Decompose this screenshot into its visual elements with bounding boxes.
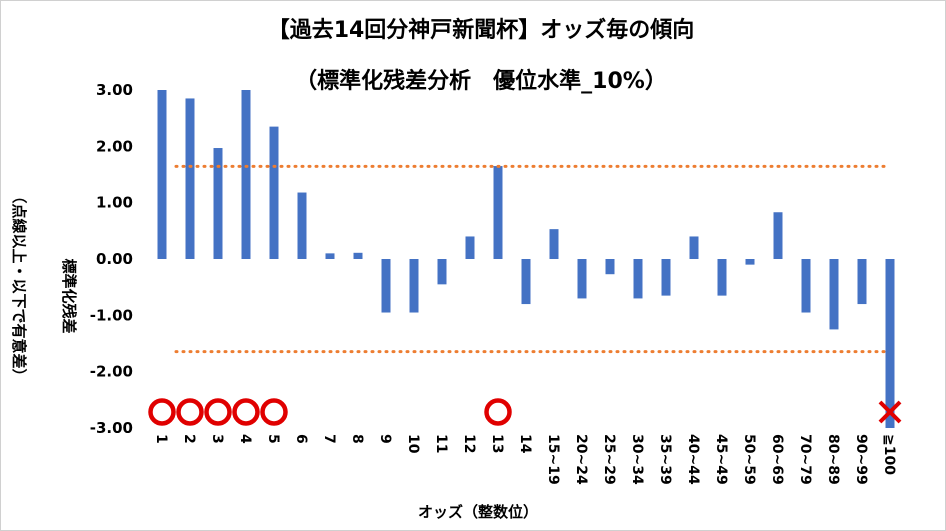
x-tick-label: 7 (321, 434, 337, 444)
x-tick-label: 35~39 (657, 434, 673, 485)
x-tick-label: 30~34 (629, 434, 645, 485)
circle-mark (148, 398, 176, 426)
y-tick-label: -1.00 (90, 306, 133, 324)
x-tick-label: 15~19 (545, 434, 561, 485)
bar (829, 259, 839, 330)
significance-marks (148, 398, 902, 426)
x-tick-label: 80~89 (825, 434, 841, 485)
x-tick-label: 9 (377, 434, 393, 444)
x-tick-label: 20~24 (573, 434, 589, 485)
bar (437, 259, 447, 285)
x-tick-label: 45~49 (713, 434, 729, 485)
x-tick-label: 6 (293, 434, 309, 444)
y-tick-label: 2.00 (96, 137, 133, 155)
bar (577, 259, 587, 299)
x-axis: 1 2 3 4 5 6 7 8 9 10 11 12 13 14 15~19 20~24 25~29 30~34 3… (153, 434, 897, 485)
x-tick-label: 70~79 (797, 434, 813, 485)
bar (241, 90, 251, 259)
bar (549, 229, 559, 259)
y-tick-label: 3.00 (96, 81, 133, 99)
bar (157, 90, 167, 259)
threshold-lines (174, 164, 890, 354)
cross-mark (878, 400, 902, 424)
bar (521, 259, 531, 305)
x-tick-label: 10 (405, 434, 421, 454)
chart-subtitle: （標準化残差分析 優位水準_10%） (295, 68, 667, 94)
x-tick-label: 40~44 (685, 434, 701, 485)
x-tick-label: 90~99 (853, 434, 869, 485)
bar (269, 126, 279, 259)
bar (185, 98, 195, 259)
x-tick-label: 8 (349, 434, 365, 444)
circle-mark (484, 398, 512, 426)
y-axis: 3.00 2.00 1.00 0.00 -1.00 -2.00 -3.00 (90, 81, 133, 437)
x-tick-label: 50~59 (741, 434, 757, 485)
bar-series (157, 90, 895, 428)
bar (661, 259, 671, 296)
x-tick-label: 25~29 (601, 434, 617, 485)
x-tick-label: ≧100 (881, 434, 897, 475)
bar (745, 259, 755, 265)
x-tick-label: 5 (265, 434, 281, 444)
bar (801, 259, 811, 313)
x-tick-label: 13 (489, 434, 505, 453)
bar (409, 259, 419, 313)
circle-mark (176, 398, 204, 426)
y-tick-label: -3.00 (90, 419, 133, 437)
bar (885, 259, 895, 428)
x-tick-label: 4 (237, 434, 253, 444)
bar (381, 259, 391, 313)
x-tick-label: 11 (433, 434, 449, 453)
bar (605, 259, 615, 275)
bar (353, 252, 363, 259)
y-tick-label: 0.00 (96, 250, 133, 268)
bar (773, 212, 783, 259)
x-tick-label: 60~69 (769, 434, 785, 485)
x-tick-label: 2 (181, 434, 197, 444)
x-axis-title: オッズ（整数位） (418, 503, 538, 521)
x-tick-label: 14 (517, 434, 533, 454)
chart-title: 【過去14回分神戸新聞杯】オッズ毎の傾向 (268, 17, 695, 43)
y-tick-label: 1.00 (96, 194, 133, 212)
bar (297, 192, 307, 259)
bar (717, 259, 727, 296)
y-axis-title: 標準化残差 (60, 258, 78, 333)
y-axis-note: （点線以上・以下で有意差） (10, 188, 28, 383)
x-tick-label: 1 (153, 434, 169, 444)
circle-mark (260, 398, 288, 426)
circle-mark (232, 398, 260, 426)
bar (325, 253, 335, 259)
bar (213, 148, 223, 259)
bar (493, 166, 503, 259)
bar (689, 236, 699, 259)
bar (633, 259, 643, 299)
bar (465, 236, 475, 259)
bar (857, 259, 867, 305)
x-tick-label: 12 (461, 434, 477, 453)
circle-mark (204, 398, 232, 426)
x-tick-label: 3 (209, 434, 225, 444)
y-tick-label: -2.00 (90, 363, 133, 381)
